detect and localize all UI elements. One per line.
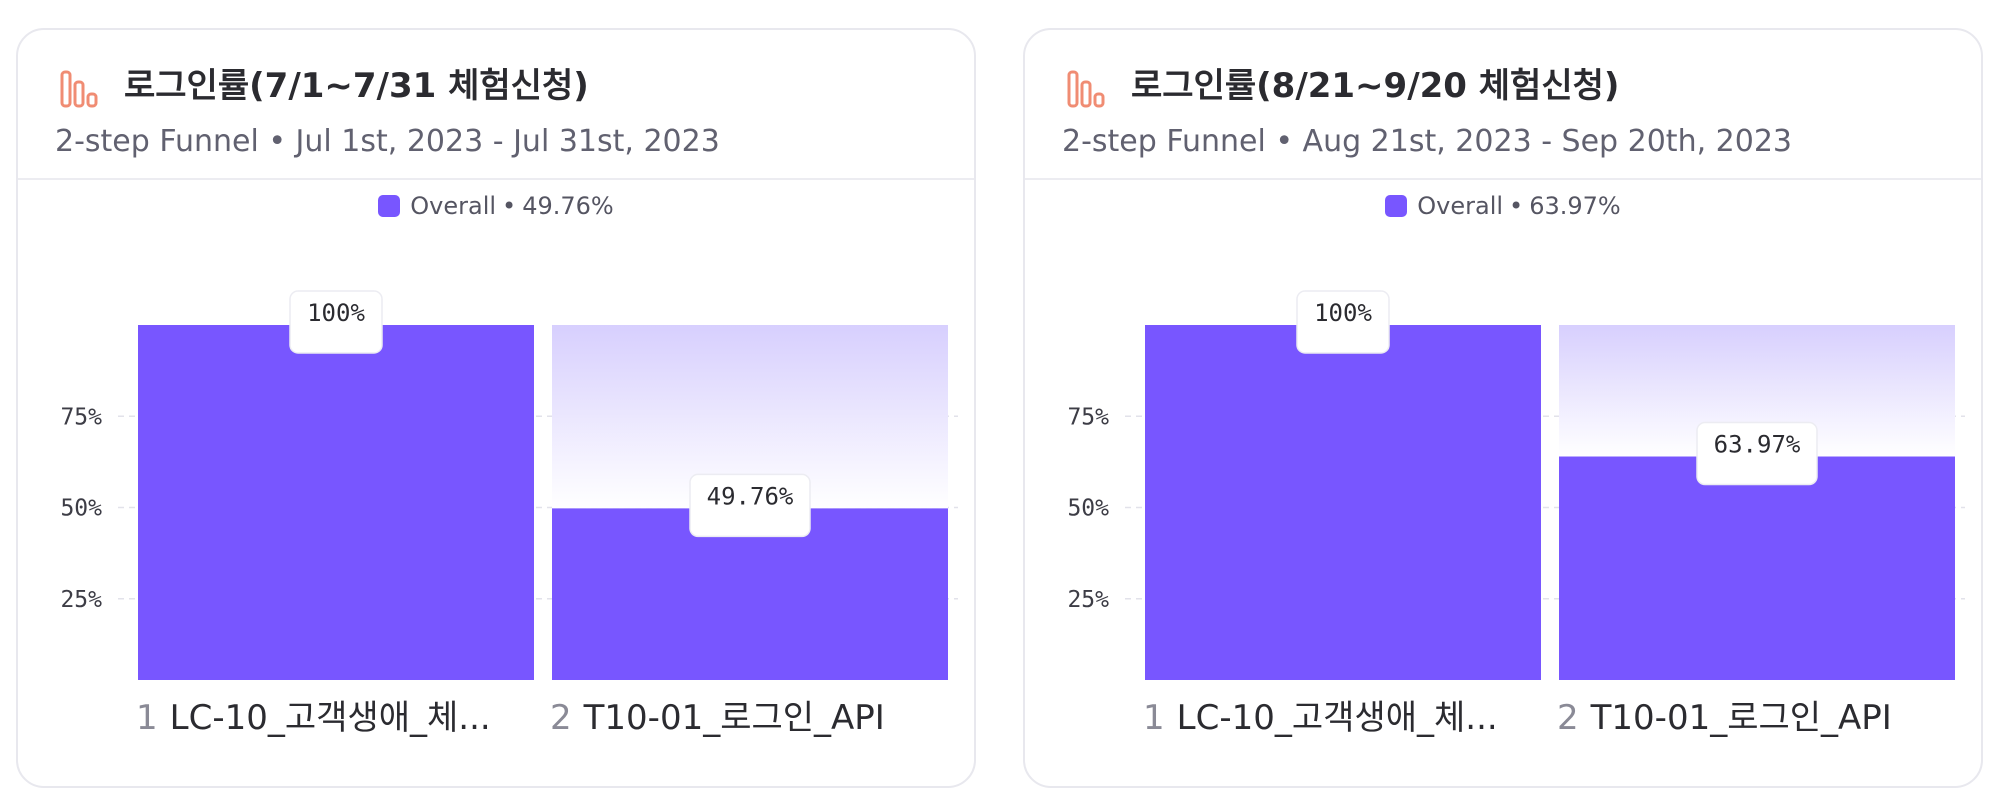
- step-number: 1: [136, 698, 158, 738]
- step-name: LC-10_고객생애_체...: [1176, 698, 1498, 738]
- value-label: 100%: [1314, 299, 1372, 327]
- step-label[interactable]: 1 LC-10_고객생애_체...: [136, 690, 536, 739]
- funnel-card[interactable]: 로그인률(8/21~9/20 체험신청) 2-step Funnel • Aug…: [1023, 28, 1983, 788]
- bar-chart-icon: [60, 70, 98, 108]
- y-tick-label: 0%: [74, 678, 102, 680]
- step-name: LC-10_고객생애_체...: [169, 698, 491, 738]
- value-label-box: [689, 473, 811, 538]
- bar-chart-icon: [1067, 70, 1105, 108]
- y-tick-label: 25%: [60, 587, 102, 613]
- value-label: 100%: [307, 299, 365, 327]
- y-tick-label: 75%: [60, 404, 102, 430]
- step-name: T10-01_로그인_API: [1590, 698, 1892, 738]
- value-label-box: [1696, 421, 1818, 486]
- funnel-bar: [138, 325, 534, 680]
- value-label: 63.97%: [1714, 431, 1801, 459]
- card-title[interactable]: 로그인률(7/1~7/31 체험신청): [124, 66, 589, 106]
- card-header: 로그인률(7/1~7/31 체험신청) 2-step Funnel • Jul …: [18, 30, 974, 180]
- step-name: T10-01_로그인_API: [583, 698, 885, 738]
- value-label-box: [289, 290, 383, 354]
- legend-swatch: [1385, 195, 1408, 217]
- value-label: 49.76%: [707, 482, 794, 510]
- value-label-box: [1296, 290, 1390, 354]
- legend-series-name: Overall: [1417, 192, 1504, 220]
- y-tick-label: 75%: [1067, 404, 1109, 430]
- y-tick-label: 50%: [1067, 496, 1109, 522]
- legend-separator: •: [502, 192, 517, 220]
- step-label[interactable]: 2 T10-01_로그인_API: [550, 690, 950, 739]
- card-title[interactable]: 로그인률(8/21~9/20 체험신청): [1131, 66, 1620, 106]
- legend-separator: •: [1509, 192, 1524, 220]
- legend-value: 49.76%: [522, 192, 614, 220]
- card-subtitle: 2-step Funnel • Aug 21st, 2023 - Sep 20t…: [1062, 124, 1793, 159]
- funnel-bar: [1145, 325, 1541, 680]
- funnel-chart: 0% 25% 50% 75% 100% 63.97%: [1067, 290, 1965, 680]
- step-number: 2: [550, 698, 572, 738]
- funnel-chart: 0% 25% 50% 75% 100% 49.76%: [60, 290, 958, 680]
- funnel-card[interactable]: 로그인률(7/1~7/31 체험신청) 2-step Funnel • Jul …: [16, 28, 976, 788]
- y-tick-label: 0%: [1081, 678, 1109, 680]
- legend-value: 63.97%: [1529, 192, 1621, 220]
- chart-legend[interactable]: Overall • 63.97%: [1025, 192, 1981, 220]
- funnel-bar: [1559, 456, 1955, 680]
- chart-legend[interactable]: Overall • 49.76%: [18, 192, 974, 220]
- y-tick-label: 25%: [1067, 587, 1109, 613]
- y-tick-label: 50%: [60, 496, 102, 522]
- step-number: 2: [1557, 698, 1579, 738]
- legend-swatch: [378, 195, 401, 217]
- card-header: 로그인률(8/21~9/20 체험신청) 2-step Funnel • Aug…: [1025, 30, 1981, 180]
- legend-series-name: Overall: [410, 192, 497, 220]
- step-number: 1: [1143, 698, 1165, 738]
- card-subtitle: 2-step Funnel • Jul 1st, 2023 - Jul 31st…: [55, 124, 720, 159]
- step-label[interactable]: 2 T10-01_로그인_API: [1557, 690, 1957, 739]
- step-label[interactable]: 1 LC-10_고객생애_체...: [1143, 690, 1543, 739]
